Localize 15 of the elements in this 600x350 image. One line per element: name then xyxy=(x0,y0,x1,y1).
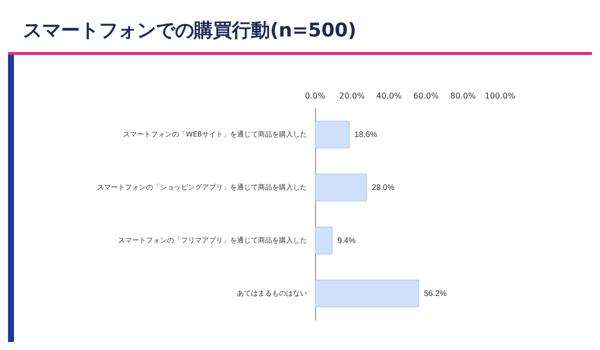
data-label: 28.0% xyxy=(372,183,394,192)
x-tick-label: 60.0% xyxy=(413,92,440,100)
data-label: 9.4% xyxy=(337,236,356,245)
x-tick-label: 40.0% xyxy=(376,92,402,100)
chart-title: スマートフォンでの購買行動(n=500) xyxy=(23,20,356,42)
data-label: 18.6% xyxy=(354,130,378,139)
x-tick-label: 100.0% xyxy=(484,92,516,100)
bar xyxy=(315,226,332,254)
bar xyxy=(315,280,419,308)
data-label: 56.2% xyxy=(424,289,447,298)
x-tick-label: 80.0% xyxy=(450,92,476,100)
bar xyxy=(315,120,350,148)
x-tick-label: 20.0% xyxy=(339,92,366,100)
x-tick-label: 0.0% xyxy=(304,92,326,100)
bar xyxy=(315,174,367,202)
